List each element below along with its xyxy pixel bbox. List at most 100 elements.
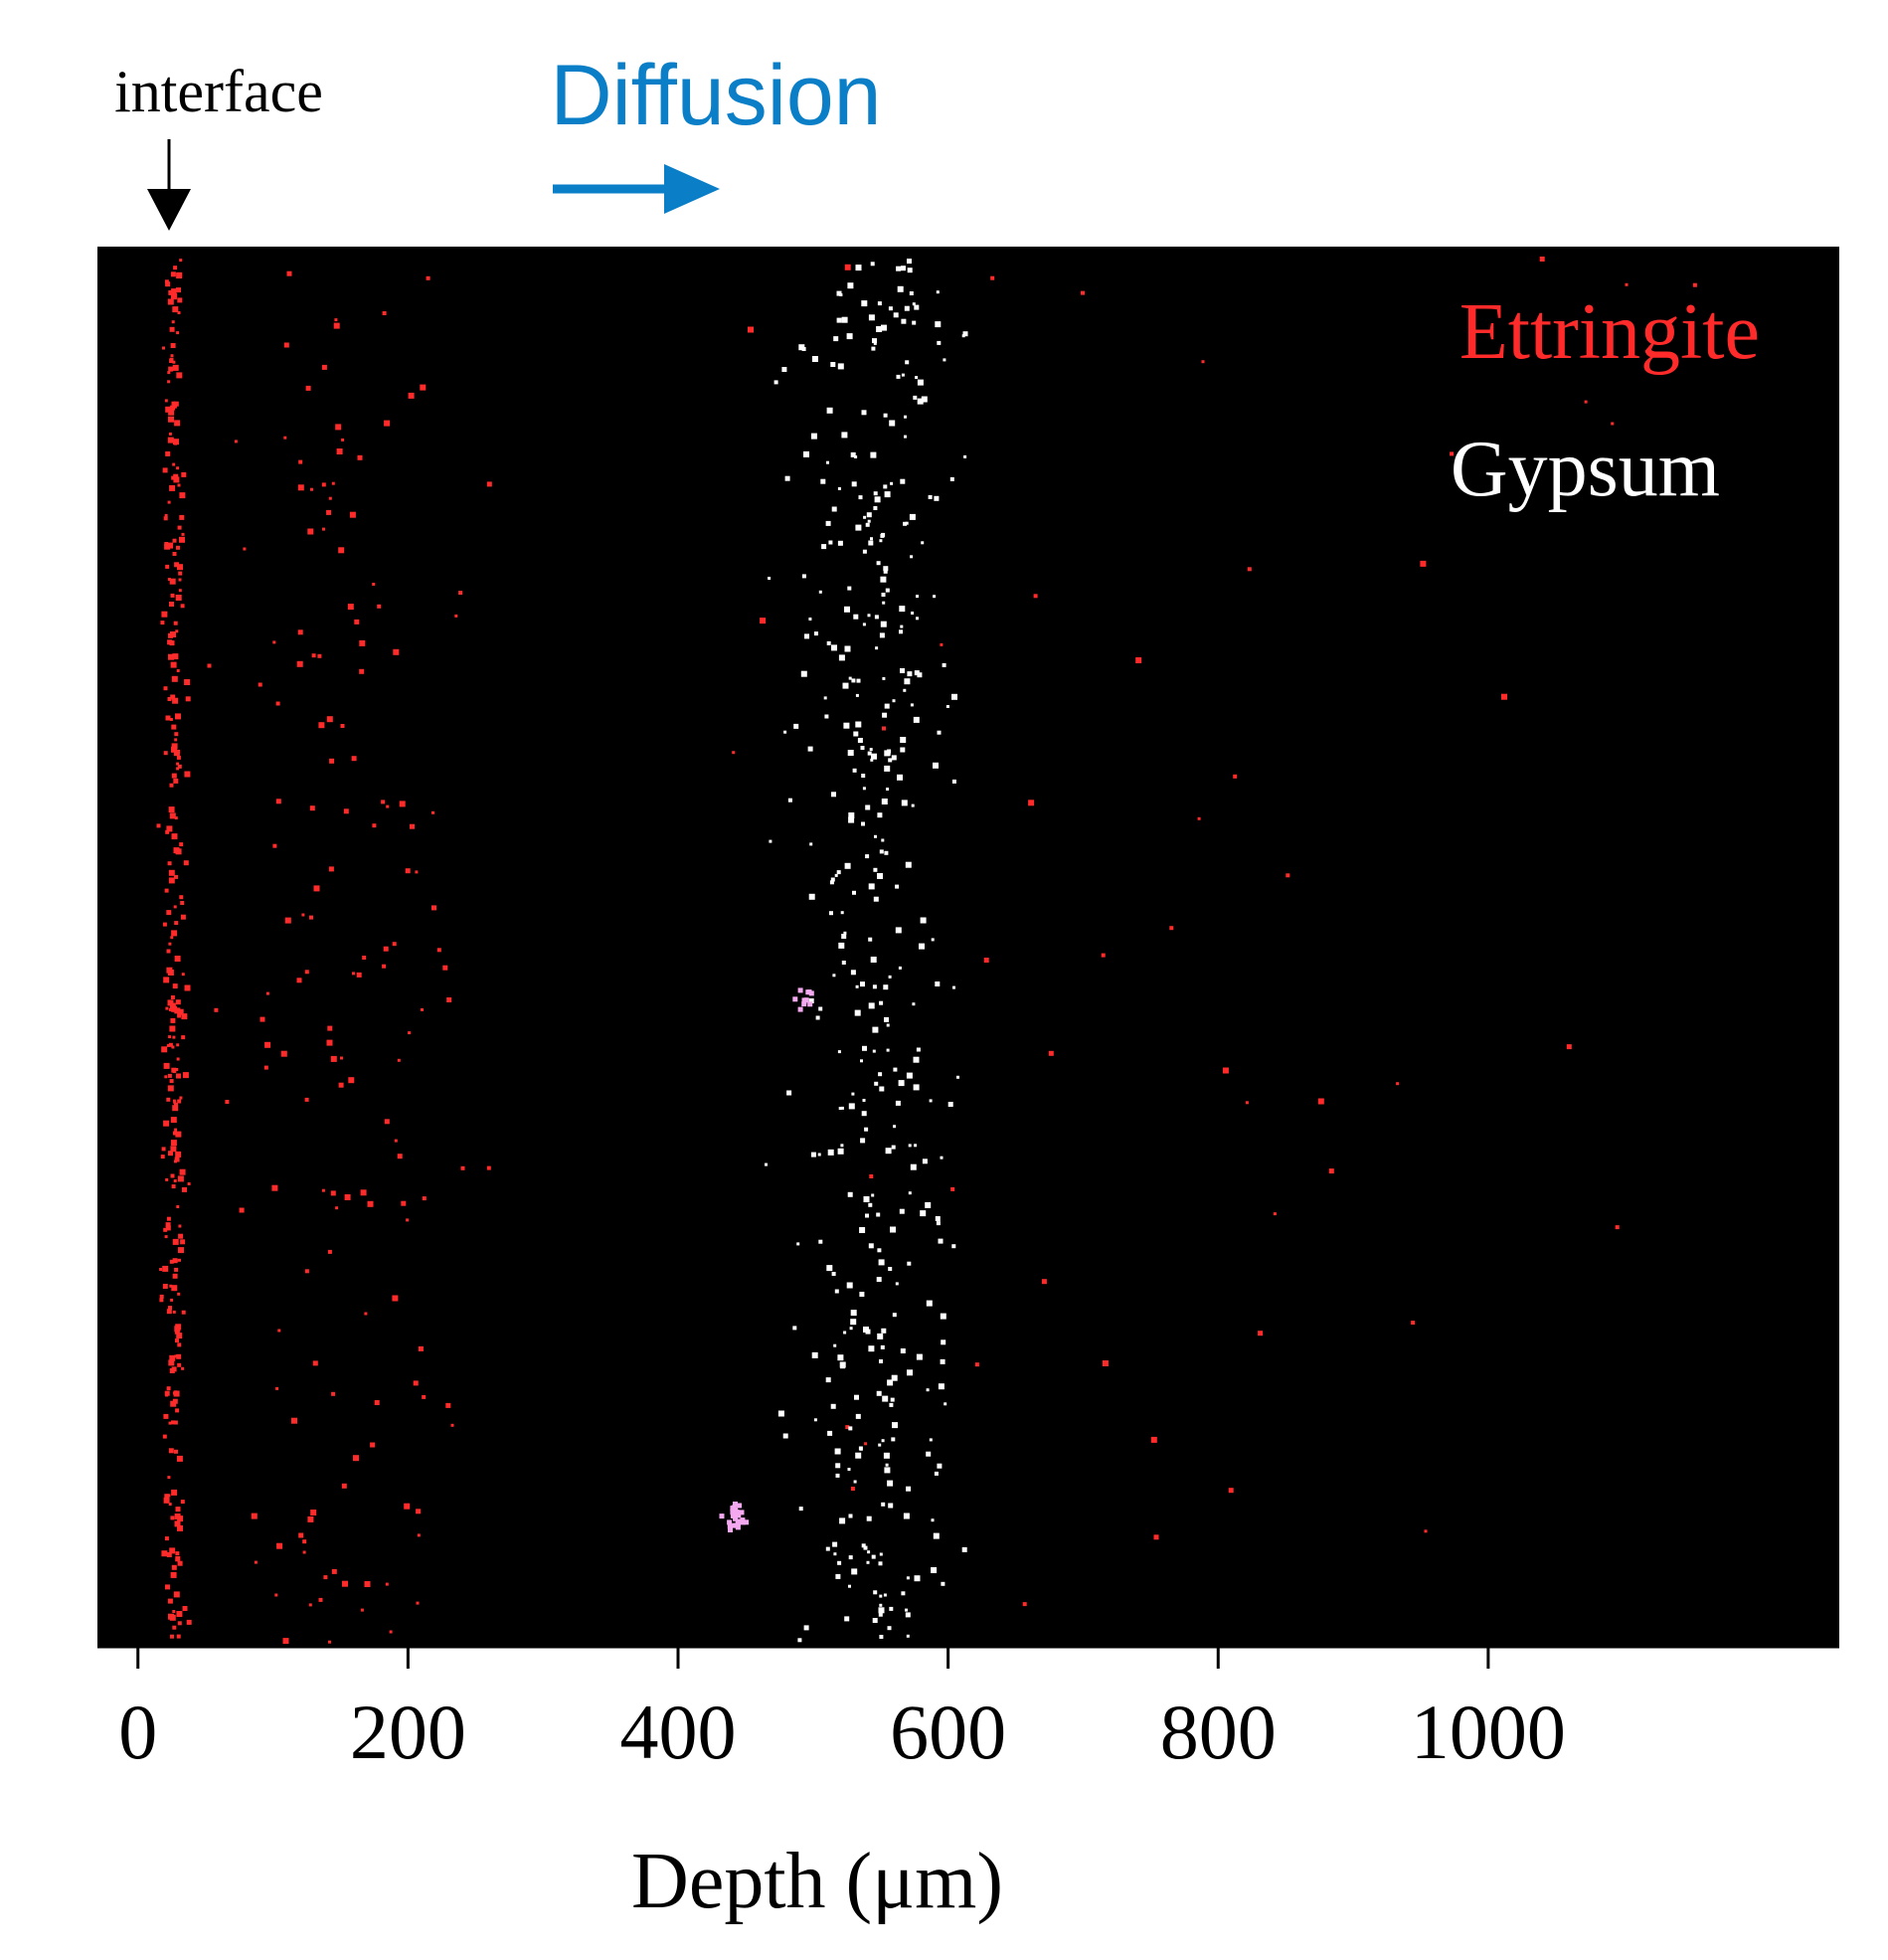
gypsum-point <box>838 1107 842 1110</box>
gypsum-point <box>912 302 916 306</box>
ettringite-point <box>165 1225 171 1231</box>
ettringite-point <box>172 292 178 298</box>
ettringite-point <box>344 1194 351 1200</box>
gypsum-point <box>903 521 908 526</box>
gypsum-point <box>881 799 888 804</box>
gypsum-point <box>848 816 855 823</box>
ettringite-point <box>172 364 179 371</box>
gypsum-point <box>922 1158 928 1164</box>
gypsum-point <box>907 1261 912 1266</box>
ettringite-point <box>990 275 995 280</box>
overlap-point <box>801 997 807 1003</box>
overlap-point <box>740 1519 746 1525</box>
ettringite-point <box>167 861 172 866</box>
gypsum-point <box>863 1196 870 1202</box>
ettringite-point <box>301 913 305 917</box>
gypsum-point <box>846 1282 853 1289</box>
ettringite-point <box>168 942 172 946</box>
ettringite-point <box>177 297 183 303</box>
ettringite-point <box>170 694 176 700</box>
ettringite-point <box>175 1324 182 1331</box>
ettringite-point <box>321 1188 325 1192</box>
ettringite-point <box>174 1007 181 1014</box>
x-tick-label: 1000 <box>1411 1689 1566 1775</box>
gypsum-point <box>848 676 852 680</box>
ettringite-point <box>331 1391 336 1396</box>
gypsum-point <box>797 1638 802 1643</box>
x-tick-label: 800 <box>1160 1689 1277 1775</box>
gypsum-point <box>919 943 925 950</box>
ettringite-point <box>307 1515 314 1522</box>
gypsum-point <box>861 1111 867 1117</box>
gypsum-point <box>848 1103 855 1110</box>
ettringite-point <box>291 1417 297 1424</box>
ettringite-point <box>168 1008 172 1011</box>
ettringite-point <box>1328 1168 1334 1174</box>
gypsum-point <box>861 821 865 826</box>
ettringite-point <box>416 1509 422 1515</box>
gypsum-point <box>815 1015 820 1020</box>
ettringite-point <box>163 1497 170 1504</box>
ettringite-point <box>165 564 170 569</box>
ettringite-point <box>178 571 183 576</box>
ettringite-point <box>168 1359 175 1366</box>
ettringite-point <box>426 275 430 280</box>
ettringite-point <box>286 270 292 276</box>
gypsum-point <box>943 358 946 362</box>
gypsum-point <box>874 1081 879 1086</box>
gypsum-point <box>867 751 872 756</box>
ettringite-point <box>180 914 186 920</box>
gypsum-point <box>873 341 877 345</box>
ettringite-point <box>173 750 180 757</box>
gypsum-point <box>937 340 942 345</box>
gypsum-point <box>916 1047 921 1052</box>
ettringite-point <box>166 949 171 954</box>
ettringite-point <box>175 1555 181 1561</box>
gypsum-point <box>905 360 910 365</box>
gypsum-point <box>878 1443 882 1447</box>
ettringite-point <box>177 311 181 314</box>
ettringite-point <box>168 1042 173 1047</box>
gypsum-point <box>913 395 918 400</box>
gypsum-point <box>872 1618 878 1623</box>
gypsum-point <box>868 1002 875 1009</box>
ettringite-point <box>163 751 168 756</box>
gypsum-point <box>900 1348 906 1353</box>
gypsum-point <box>889 420 896 427</box>
ettringite-point <box>185 696 191 702</box>
gypsum-point <box>936 1221 941 1226</box>
ettringite-point <box>171 930 178 937</box>
gypsum-point <box>865 1213 869 1218</box>
ettringite-point <box>386 804 390 808</box>
ettringite-point <box>164 543 171 550</box>
gypsum-point <box>862 1099 866 1102</box>
x-tick-label: 400 <box>620 1689 737 1775</box>
ettringite-point <box>174 921 179 926</box>
ettringite-point <box>172 404 177 409</box>
ettringite-point <box>180 901 185 905</box>
gypsum-point <box>963 454 967 458</box>
gypsum-point <box>840 1363 845 1369</box>
ettringite-point <box>372 583 376 586</box>
ettringite-point <box>486 1165 491 1170</box>
ettringite-point <box>349 511 356 518</box>
gypsum-point <box>837 363 844 370</box>
gypsum-point <box>838 654 845 661</box>
ettringite-point <box>165 829 170 834</box>
ettringite-point <box>176 1333 183 1339</box>
ettringite-point <box>341 438 345 442</box>
ettringite-point <box>167 911 171 915</box>
gypsum-point <box>855 984 859 988</box>
ettringite-point <box>277 1329 281 1333</box>
gypsum-point <box>907 671 913 677</box>
gypsum-point <box>872 1049 876 1053</box>
gypsum-point <box>942 662 946 667</box>
overlap-point <box>739 1510 745 1515</box>
ettringite-point <box>172 1070 176 1074</box>
gypsum-point <box>883 1452 890 1459</box>
gypsum-point <box>884 750 891 757</box>
gypsum-point <box>855 524 862 531</box>
ettringite-point <box>272 843 277 848</box>
gypsum-point <box>877 812 883 818</box>
gypsum-point <box>818 1006 823 1011</box>
